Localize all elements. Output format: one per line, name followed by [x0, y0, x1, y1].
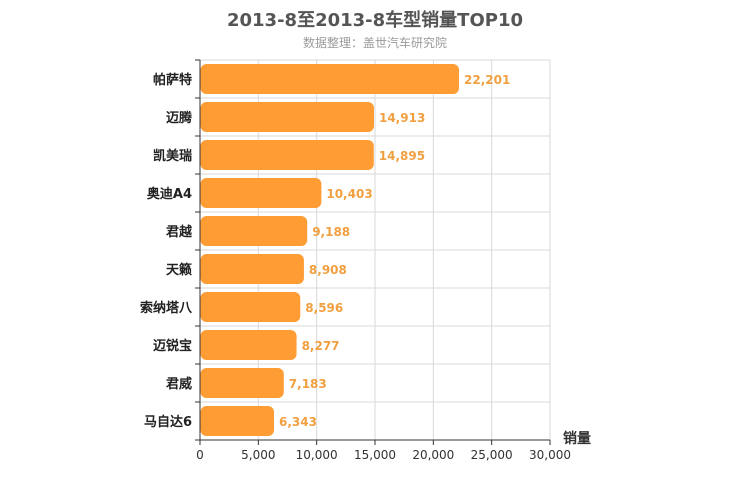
bar: [200, 406, 275, 436]
x-tick-label: 0: [196, 448, 204, 462]
x-tick-label: 15,000: [354, 448, 396, 462]
category-label: 奥迪A4: [147, 186, 192, 202]
chart-subtitle: 数据整理：盖世汽车研究院: [302, 36, 447, 50]
category-label: 索纳塔八: [140, 300, 193, 316]
x-tick-label: 20,000: [412, 448, 454, 462]
data-label: 10,403: [326, 187, 372, 201]
category-label: 凯美瑞: [153, 148, 192, 164]
bar: [200, 64, 460, 94]
data-label: 14,913: [379, 111, 425, 125]
category-label: 君越: [166, 224, 193, 240]
bar: [200, 102, 374, 132]
x-tick-label: 30,000: [529, 448, 571, 462]
category-label: 君威: [166, 376, 192, 392]
bar: [200, 178, 322, 208]
bar: [200, 216, 308, 246]
bar: [200, 292, 301, 322]
category-label: 马自达6: [144, 414, 192, 430]
bar: [200, 254, 304, 284]
x-tick-label: 25,000: [471, 448, 513, 462]
data-label: 8,596: [305, 301, 343, 315]
data-label: 6,343: [279, 415, 317, 429]
category-label: 迈锐宝: [153, 338, 192, 354]
data-label: 9,188: [312, 225, 350, 239]
chart-title: 2013-8至2013-8车型销量TOP10: [226, 10, 523, 31]
x-tick-label: 5,000: [241, 448, 275, 462]
category-label: 天籁: [166, 262, 192, 278]
data-label: 8,277: [302, 339, 340, 353]
data-label: 14,895: [379, 149, 425, 163]
bar: [200, 140, 374, 170]
category-label: 帕萨特: [153, 72, 192, 88]
data-label: 22,201: [464, 73, 510, 87]
bar: [200, 330, 297, 360]
bar: [200, 368, 284, 398]
category-label: 迈腾: [166, 110, 193, 126]
x-axis-title: 销量: [563, 430, 591, 447]
data-label: 8,908: [309, 263, 347, 277]
x-tick-label: 10,000: [296, 448, 338, 462]
data-label: 7,183: [289, 377, 327, 391]
